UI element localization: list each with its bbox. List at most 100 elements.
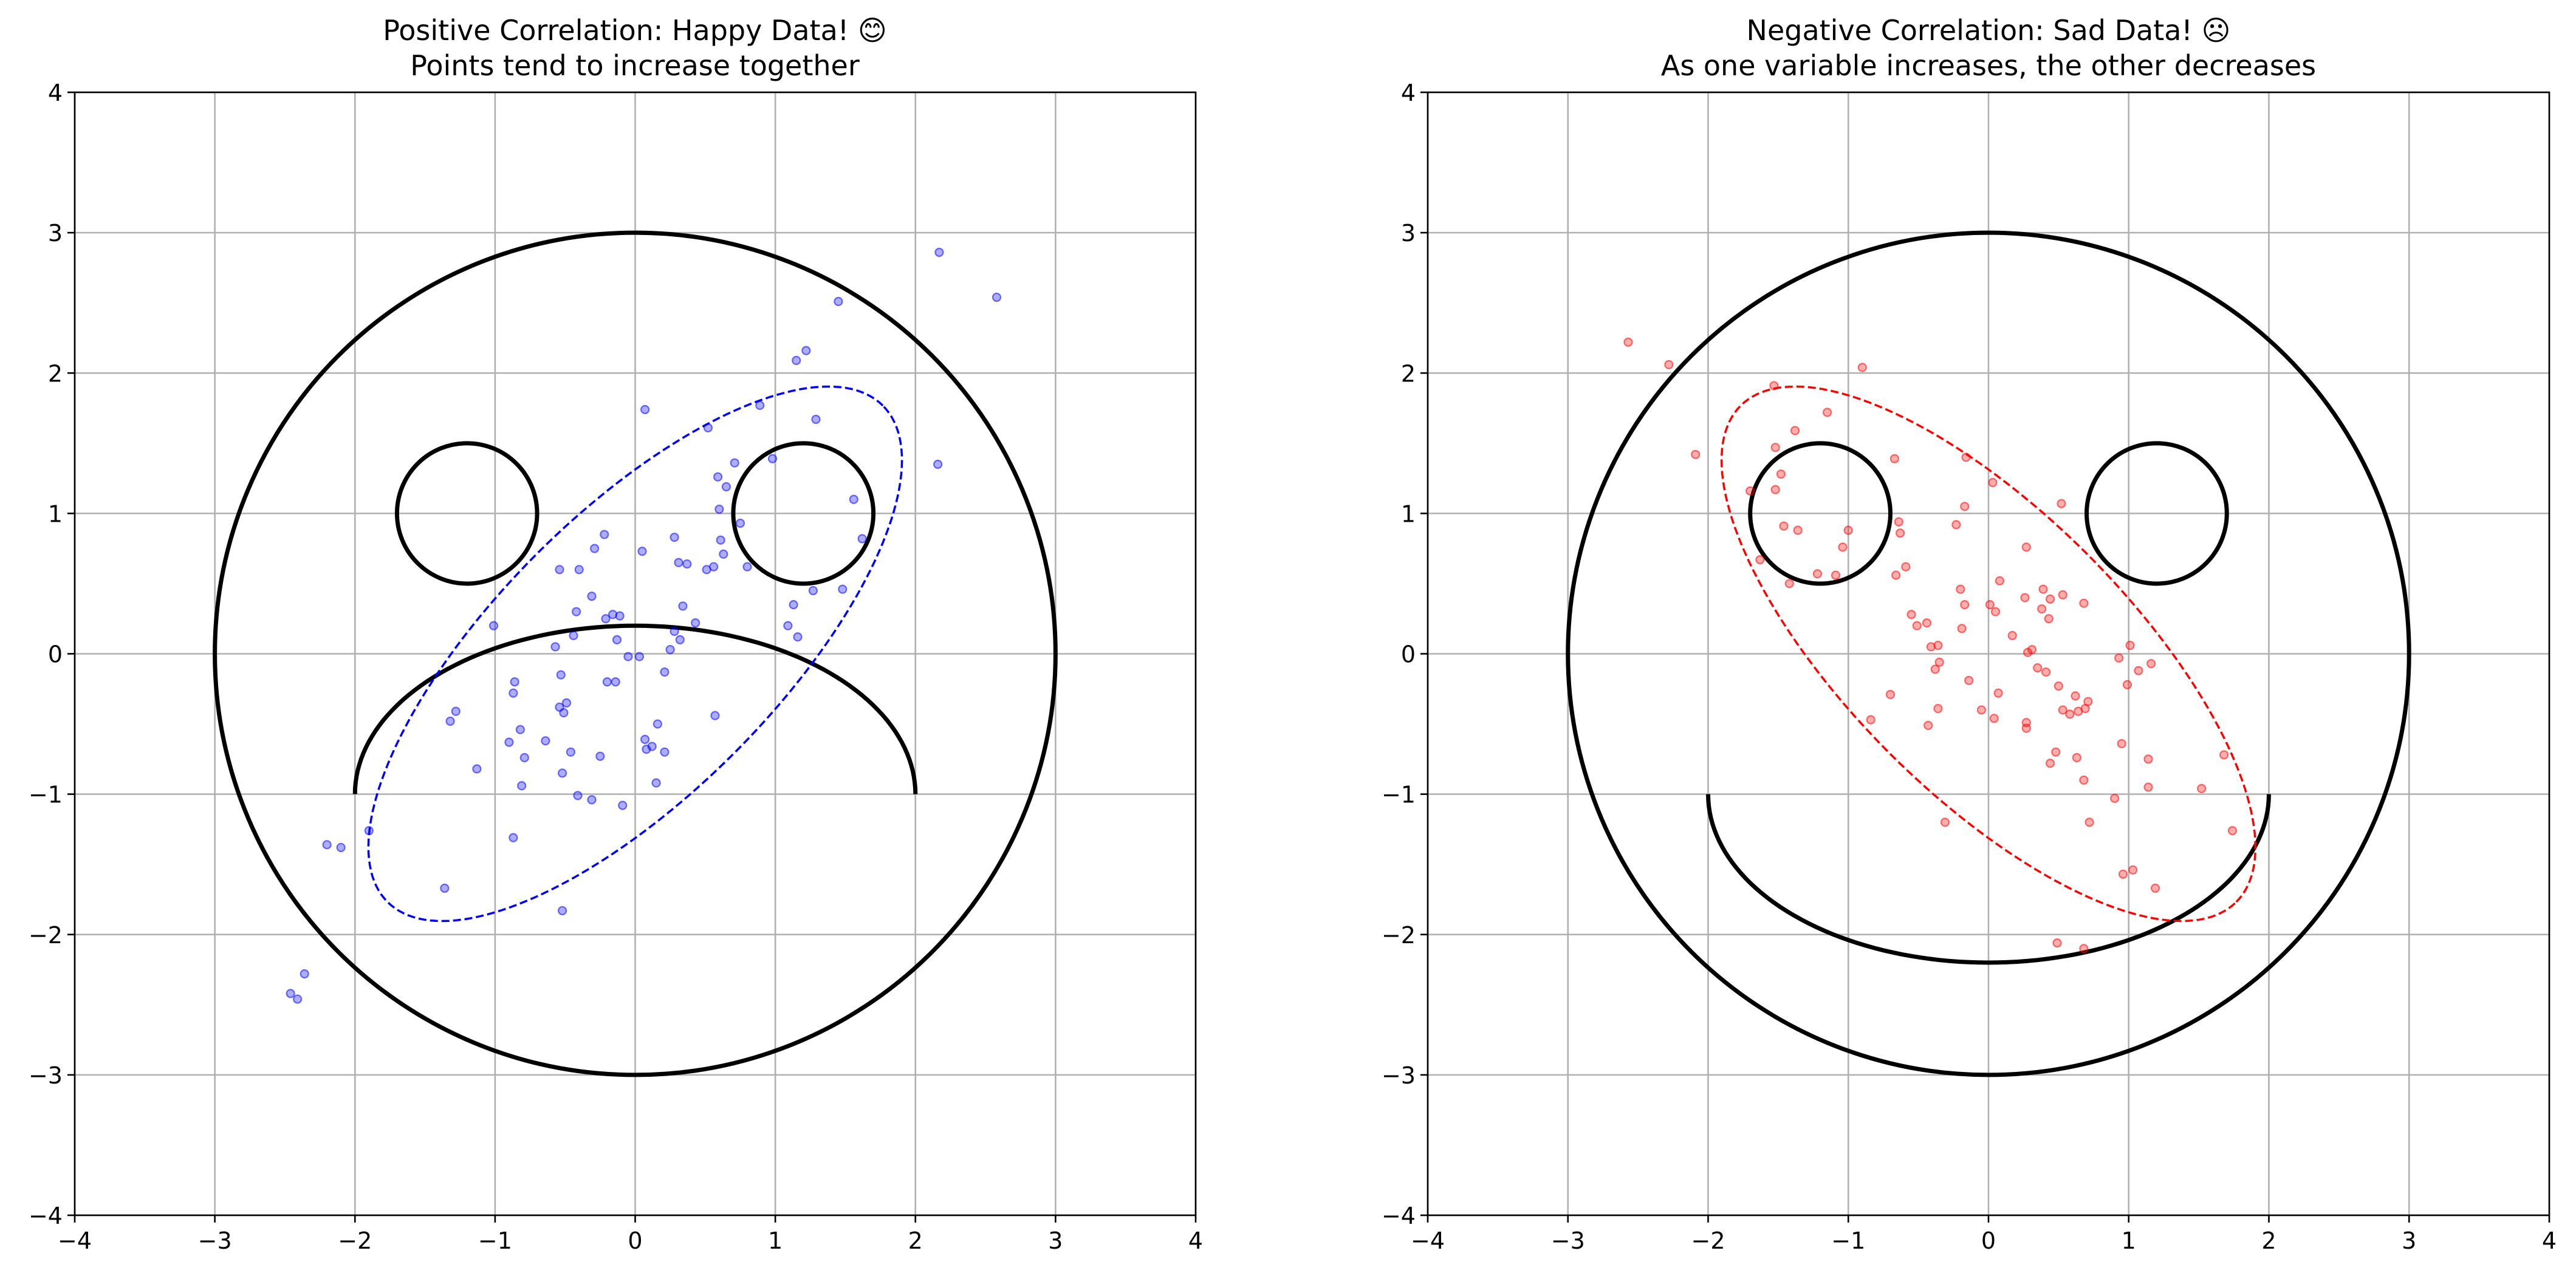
scatter-point	[1812, 569, 1823, 579]
scatter-point	[651, 778, 661, 788]
scatter-point	[660, 667, 670, 677]
scatter-point	[2071, 691, 2080, 701]
x-tick-label: −4	[1411, 1227, 1445, 1254]
scatter-point	[1770, 485, 1780, 494]
x-tick-label: 4	[1188, 1227, 1203, 1254]
confidence-ellipse	[1720, 385, 2257, 923]
scatter-point	[2021, 542, 2031, 552]
scatter-point	[1793, 525, 1803, 535]
scatter-point	[612, 635, 622, 644]
scatter-point	[556, 670, 566, 680]
scatter-point	[2021, 723, 2031, 733]
scatter-point	[1838, 542, 1848, 552]
scatter-point	[713, 472, 723, 482]
scatter-point	[2125, 641, 2135, 650]
scatter-point	[2080, 704, 2090, 714]
scatter-point	[703, 423, 713, 432]
scatter-point	[1912, 621, 1922, 630]
scatter-point	[1784, 579, 1794, 589]
scatter-point	[801, 346, 811, 355]
scatter-point	[2057, 499, 2066, 508]
scatter-point	[634, 652, 645, 661]
x-tick-label: −1	[478, 1227, 512, 1254]
scatter-point	[322, 840, 332, 850]
scatter-point	[595, 751, 605, 761]
face-head	[1566, 230, 2411, 1077]
scatter-point	[716, 535, 725, 545]
scatter-point	[709, 562, 719, 571]
ellipse-outline	[367, 385, 903, 923]
scatter-point	[811, 414, 821, 425]
scatter-point	[1623, 337, 1633, 347]
scatter-point	[719, 549, 728, 559]
x-tick-label: −4	[58, 1227, 92, 1254]
x-tick-label: 0	[1981, 1227, 1996, 1254]
scatter-point	[1896, 528, 1905, 538]
x-tick-label: 2	[908, 1227, 923, 1254]
face-drawing	[1566, 230, 2411, 1077]
scatter-point	[710, 711, 720, 720]
scatter-point	[838, 584, 848, 594]
scatter-point	[793, 632, 803, 642]
scatter-point	[1906, 610, 1916, 619]
y-tick-label: −4	[1382, 1203, 1416, 1229]
scatter-point	[1961, 452, 1971, 462]
scatter-point	[992, 292, 1002, 302]
scatter-point	[1960, 600, 1970, 610]
scatter-point	[1857, 363, 1867, 372]
scatter-point	[519, 752, 529, 763]
y-axis-ticks: −4 −3 −2 −1 0 1 2 3 4	[29, 80, 75, 1229]
scatter-point	[541, 736, 550, 746]
scatter-point	[572, 607, 581, 616]
x-tick-label: −1	[1831, 1227, 1865, 1254]
scatter-point	[682, 559, 692, 569]
scatter-point	[2110, 793, 2120, 803]
scatter-point	[2027, 644, 2037, 655]
scatter-point	[1933, 704, 1943, 714]
scatter-point	[2219, 750, 2229, 760]
scatter-point	[364, 826, 374, 836]
ellipse-outline	[1720, 385, 2257, 923]
scatter-point	[504, 737, 514, 747]
scatter-point	[509, 833, 518, 842]
x-axis-ticks: −4 −3 −2 −1 0 1 2 3 4	[58, 1215, 1203, 1254]
scatter-point	[1776, 469, 1786, 479]
y-axis-ticks: −4 −3 −2 −1 0 1 2 3 4	[1382, 80, 1428, 1229]
scatter-point	[2065, 709, 2075, 719]
scatter-point	[2044, 614, 2054, 624]
scatter-point	[1843, 525, 1853, 535]
scatter-point	[1745, 486, 1755, 496]
face-right-eye	[731, 441, 876, 586]
scatter-point	[1770, 443, 1780, 452]
y-tick-label: 0	[48, 641, 63, 668]
scatter-point	[678, 601, 688, 611]
scatter-point	[557, 906, 567, 916]
scatter-point	[2052, 938, 2062, 948]
scatter-point	[2143, 782, 2153, 792]
face-head	[213, 230, 1058, 1077]
scatter-point	[2128, 865, 2138, 875]
x-tick-label: −3	[1551, 1227, 1585, 1254]
scatter-point	[1995, 576, 2005, 585]
scatter-point	[587, 592, 597, 601]
scatter-point	[590, 544, 600, 553]
x-axis-ticks: −4 −3 −2 −1 0 1 2 3 4	[1411, 1215, 2557, 1254]
scatter-point	[1769, 381, 1779, 391]
scatter-point	[1990, 607, 2001, 616]
scatter-point	[618, 800, 628, 810]
scatter-point	[2134, 666, 2143, 675]
scatter-point	[1831, 570, 1841, 580]
scatter-point	[640, 734, 650, 745]
y-tick-label: 1	[1401, 500, 1416, 527]
scatter-point	[488, 621, 499, 630]
y-tick-label: 1	[48, 500, 63, 527]
scatter-point	[517, 781, 527, 791]
scatter-point	[1691, 449, 1701, 459]
scatter-point	[640, 404, 650, 414]
scatter-point	[574, 565, 584, 575]
scatter-point	[2072, 752, 2081, 763]
scatter-point	[286, 989, 295, 998]
chart-subtitle: As one variable increases, the other dec…	[1661, 49, 2316, 82]
scatter-point	[2054, 681, 2063, 691]
scatter-point	[2033, 663, 2043, 673]
